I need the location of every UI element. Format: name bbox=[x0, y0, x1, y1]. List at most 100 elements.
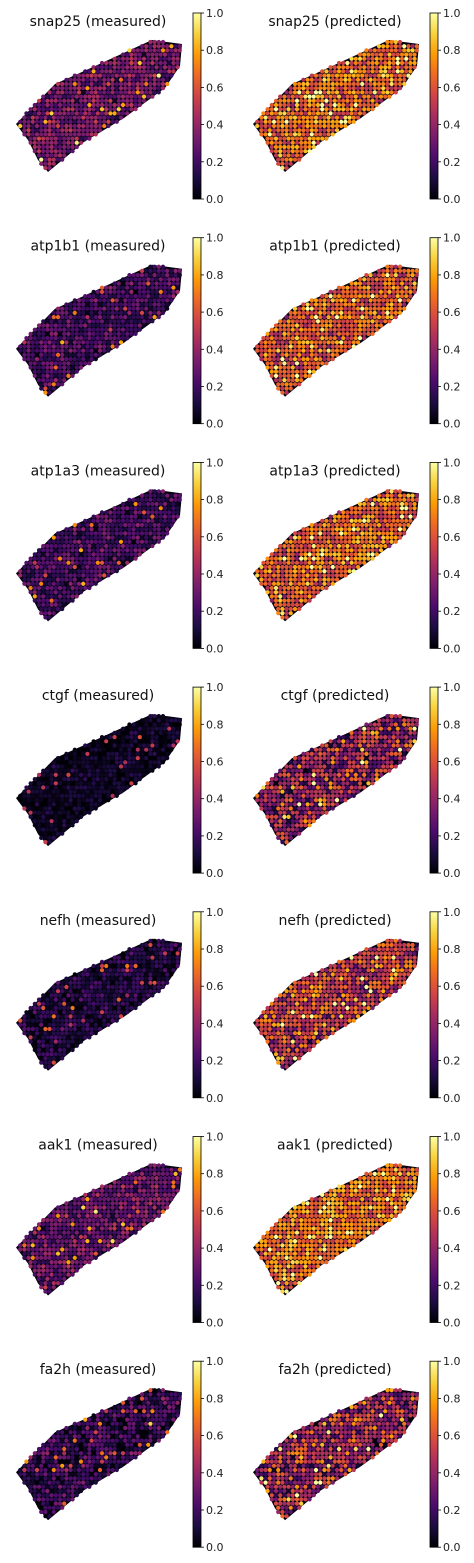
spot bbox=[74, 993, 79, 998]
spot bbox=[47, 615, 52, 620]
spot bbox=[41, 98, 46, 103]
spot bbox=[389, 489, 394, 494]
spot bbox=[370, 726, 375, 731]
spot bbox=[175, 951, 180, 956]
spot bbox=[318, 747, 323, 752]
spot bbox=[294, 111, 300, 116]
spot bbox=[294, 585, 300, 591]
spot bbox=[104, 968, 109, 973]
spot bbox=[39, 344, 44, 349]
spot bbox=[83, 319, 88, 324]
spot bbox=[64, 531, 69, 536]
spot bbox=[307, 585, 312, 591]
spot bbox=[97, 984, 103, 990]
spot bbox=[39, 606, 44, 612]
spot bbox=[135, 86, 140, 91]
spot bbox=[273, 373, 279, 378]
spot bbox=[336, 556, 342, 561]
spot bbox=[139, 493, 145, 498]
spot bbox=[70, 98, 75, 103]
spot bbox=[173, 48, 178, 53]
spot bbox=[158, 281, 163, 286]
spot bbox=[108, 102, 113, 108]
spot bbox=[22, 802, 27, 807]
spot bbox=[72, 344, 77, 349]
spot bbox=[349, 289, 354, 294]
spot bbox=[72, 760, 77, 765]
spot bbox=[294, 331, 300, 336]
spot bbox=[341, 319, 346, 324]
spot bbox=[36, 373, 42, 378]
spot bbox=[276, 119, 281, 124]
spot bbox=[351, 531, 356, 536]
spot bbox=[339, 298, 344, 303]
spot bbox=[83, 1005, 88, 1011]
spot bbox=[328, 289, 333, 294]
spot bbox=[45, 373, 50, 378]
spot bbox=[265, 585, 270, 591]
spot bbox=[381, 86, 386, 91]
spot bbox=[267, 806, 272, 811]
spot bbox=[402, 497, 407, 502]
spot bbox=[271, 357, 277, 362]
spot bbox=[399, 514, 405, 519]
spot bbox=[116, 785, 121, 790]
spot bbox=[397, 522, 403, 528]
spot bbox=[412, 735, 417, 740]
spot bbox=[97, 344, 103, 349]
spot bbox=[385, 310, 390, 315]
spot bbox=[330, 751, 335, 756]
spot bbox=[334, 527, 340, 532]
spot bbox=[315, 336, 321, 341]
spot bbox=[43, 611, 48, 616]
spot bbox=[104, 69, 109, 74]
spot bbox=[330, 564, 335, 570]
spot bbox=[22, 352, 27, 357]
spot bbox=[334, 344, 340, 349]
spot bbox=[326, 115, 331, 120]
spot bbox=[299, 323, 304, 328]
spot bbox=[286, 823, 291, 828]
spot bbox=[351, 522, 356, 528]
spot bbox=[64, 348, 69, 353]
spot bbox=[62, 997, 67, 1002]
spot bbox=[127, 48, 132, 53]
spot bbox=[339, 123, 344, 129]
spot bbox=[30, 789, 35, 794]
spot bbox=[284, 165, 289, 171]
spot bbox=[408, 52, 413, 57]
spot bbox=[36, 810, 42, 815]
spot bbox=[18, 793, 23, 798]
spot bbox=[309, 747, 314, 752]
spot bbox=[55, 980, 61, 985]
spot bbox=[288, 798, 293, 803]
colorbar bbox=[429, 12, 439, 200]
spot bbox=[55, 157, 61, 162]
spot bbox=[299, 827, 304, 832]
spot bbox=[97, 802, 103, 807]
spot bbox=[408, 285, 413, 290]
spot bbox=[341, 65, 346, 70]
spot bbox=[137, 726, 142, 731]
spot bbox=[72, 86, 77, 91]
spot bbox=[330, 760, 335, 765]
spot bbox=[78, 993, 84, 998]
spot bbox=[125, 331, 130, 336]
spot bbox=[110, 86, 115, 91]
spot bbox=[156, 714, 161, 719]
spot bbox=[311, 365, 316, 370]
spot bbox=[282, 768, 287, 773]
spot bbox=[324, 772, 329, 777]
spot bbox=[290, 777, 295, 782]
spot bbox=[106, 123, 111, 129]
spot bbox=[286, 373, 291, 378]
spot bbox=[154, 510, 159, 515]
spot bbox=[288, 569, 293, 574]
spot bbox=[391, 735, 396, 740]
spot bbox=[154, 730, 159, 735]
spot bbox=[102, 86, 107, 91]
spot bbox=[343, 756, 348, 761]
spot bbox=[349, 60, 354, 66]
spot bbox=[395, 501, 400, 507]
spot bbox=[108, 111, 113, 116]
